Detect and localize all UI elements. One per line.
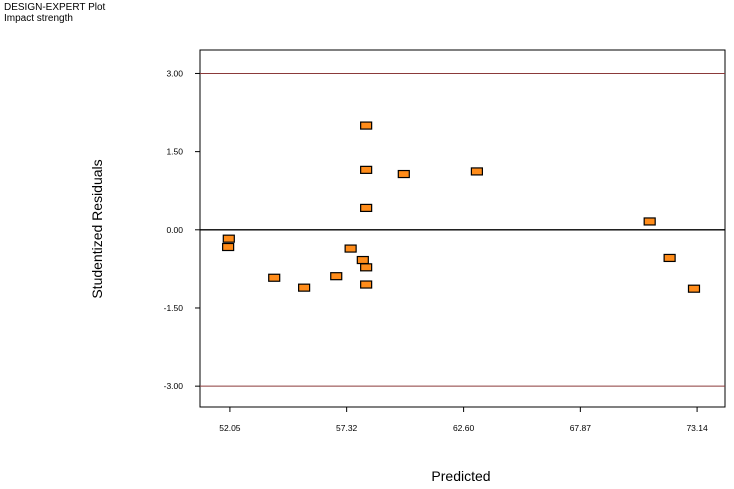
x-tick-label: 73.14 (686, 423, 708, 433)
data-point (330, 272, 343, 281)
data-points (222, 121, 701, 293)
data-point (268, 273, 281, 282)
plot-header-title: DESIGN-EXPERT Plot (4, 2, 106, 13)
y-tick-label: 3.00 (166, 68, 183, 78)
data-point (360, 165, 373, 174)
x-tick-label: 57.32 (336, 423, 358, 433)
data-point (470, 167, 483, 176)
data-point (360, 280, 373, 289)
data-point (397, 169, 410, 179)
x-tick-label: 67.87 (570, 423, 592, 433)
data-point (344, 244, 357, 253)
y-tick-label: 1.50 (166, 147, 183, 157)
plot-header-subtitle: Impact strength (4, 13, 73, 24)
data-point (663, 253, 676, 263)
data-point (687, 284, 701, 293)
y-tick-label: -1.50 (164, 303, 184, 313)
reference-lines (200, 72, 725, 387)
x-tick-label: 62.60 (453, 423, 475, 433)
x-axis-ticks: 52.05 57.32 62.60 67.87 73.14 (219, 407, 708, 433)
data-point (360, 203, 373, 213)
data-point (298, 283, 311, 292)
x-axis-title: Predicted (431, 468, 490, 484)
data-point (643, 217, 656, 226)
data-point (222, 242, 235, 252)
x-tick-label: 52.05 (219, 423, 241, 433)
y-tick-label: -3.00 (164, 381, 184, 391)
y-axis-title: Studentized Residuals (89, 159, 105, 298)
y-axis-ticks: 3.00 1.50 0.00 -1.50 -3.00 (164, 68, 200, 391)
y-tick-label: 0.00 (166, 225, 183, 235)
data-point (360, 121, 373, 130)
data-point (222, 234, 235, 243)
plot-frame (199, 49, 726, 408)
data-point (360, 263, 373, 272)
data-point (356, 255, 369, 265)
